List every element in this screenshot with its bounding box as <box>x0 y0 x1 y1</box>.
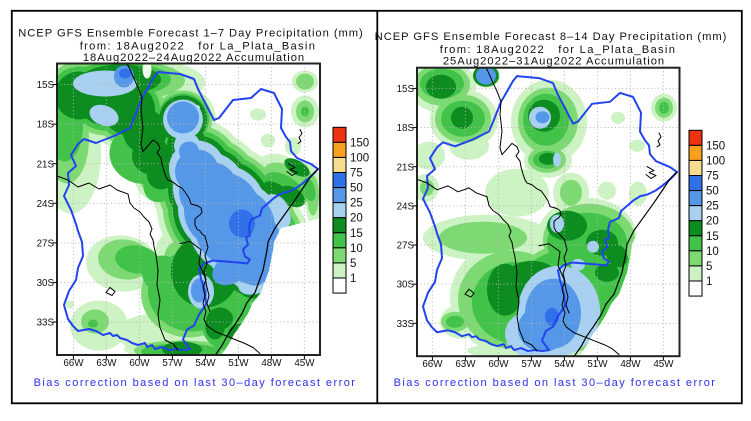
svg-text:33S: 33S <box>397 319 415 330</box>
svg-text:21S: 21S <box>397 162 415 173</box>
svg-text:20: 20 <box>706 216 719 228</box>
svg-text:150: 150 <box>350 137 369 149</box>
svg-text:57W: 57W <box>162 358 183 369</box>
svg-text:100: 100 <box>706 155 725 167</box>
svg-text:57W: 57W <box>521 359 542 370</box>
svg-text:27S: 27S <box>37 238 55 249</box>
svg-text:NCEP GFS Ensemble Forecast 1–7: NCEP GFS Ensemble Forecast 1–7 Day Preci… <box>18 28 363 40</box>
svg-text:75: 75 <box>350 168 363 180</box>
svg-text:45W: 45W <box>653 359 674 370</box>
svg-text:100: 100 <box>350 152 369 164</box>
svg-text:54W: 54W <box>195 358 216 369</box>
svg-text:1: 1 <box>706 276 712 288</box>
svg-text:21S: 21S <box>37 159 55 170</box>
svg-text:1: 1 <box>350 273 356 285</box>
svg-text:10: 10 <box>706 246 719 258</box>
svg-text:18S: 18S <box>397 123 415 134</box>
svg-text:30S: 30S <box>37 278 55 289</box>
svg-text:48W: 48W <box>261 358 282 369</box>
svg-text:51W: 51W <box>587 359 608 370</box>
svg-text:18S: 18S <box>37 120 55 131</box>
svg-text:66W: 66W <box>63 358 84 369</box>
svg-text:54W: 54W <box>554 359 575 370</box>
svg-text:NCEP GFS Ensemble Forecast 8–1: NCEP GFS Ensemble Forecast 8–14 Day Prec… <box>375 31 728 43</box>
svg-text:15: 15 <box>350 228 363 240</box>
svg-text:63W: 63W <box>96 358 117 369</box>
svg-text:24S: 24S <box>37 199 55 210</box>
svg-text:50: 50 <box>706 186 719 198</box>
svg-text:50: 50 <box>350 183 363 195</box>
svg-text:66W: 66W <box>422 359 443 370</box>
svg-text:25: 25 <box>350 198 363 210</box>
svg-text:15S: 15S <box>397 84 415 95</box>
svg-text:from: 18Aug2022 for La_Plata: from: 18Aug2022 for La_Plata_Basin <box>440 44 677 56</box>
svg-text:150: 150 <box>706 140 725 152</box>
svg-text:45W: 45W <box>294 358 315 369</box>
svg-text:Bias correction based on last: Bias correction based on last 30–day for… <box>394 377 717 389</box>
svg-text:from: 18Aug2022 for La_Plata: from: 18Aug2022 for La_Plata_Basin <box>80 41 317 53</box>
svg-text:75: 75 <box>706 171 719 183</box>
svg-text:33S: 33S <box>37 318 55 329</box>
svg-text:5: 5 <box>350 258 356 270</box>
svg-text:15: 15 <box>706 231 719 243</box>
svg-text:25Aug2022–31Aug2022 Accumulati: 25Aug2022–31Aug2022 Accumulation <box>443 56 665 68</box>
svg-text:27S: 27S <box>397 241 415 252</box>
svg-text:24S: 24S <box>397 201 415 212</box>
svg-text:25: 25 <box>706 201 719 213</box>
svg-text:Bias correction based on last: Bias correction based on last 30–day for… <box>34 377 357 389</box>
svg-text:60W: 60W <box>129 358 150 369</box>
svg-text:30S: 30S <box>397 280 415 291</box>
svg-text:5: 5 <box>706 261 712 273</box>
svg-text:18Aug2022–24Aug2022 Accumulati: 18Aug2022–24Aug2022 Accumulation <box>83 52 305 64</box>
svg-text:48W: 48W <box>620 359 641 370</box>
svg-text:60W: 60W <box>488 359 509 370</box>
svg-text:63W: 63W <box>455 359 476 370</box>
svg-text:51W: 51W <box>228 358 249 369</box>
svg-text:20: 20 <box>350 213 363 225</box>
svg-text:15S: 15S <box>37 80 55 91</box>
svg-text:10: 10 <box>350 243 363 255</box>
